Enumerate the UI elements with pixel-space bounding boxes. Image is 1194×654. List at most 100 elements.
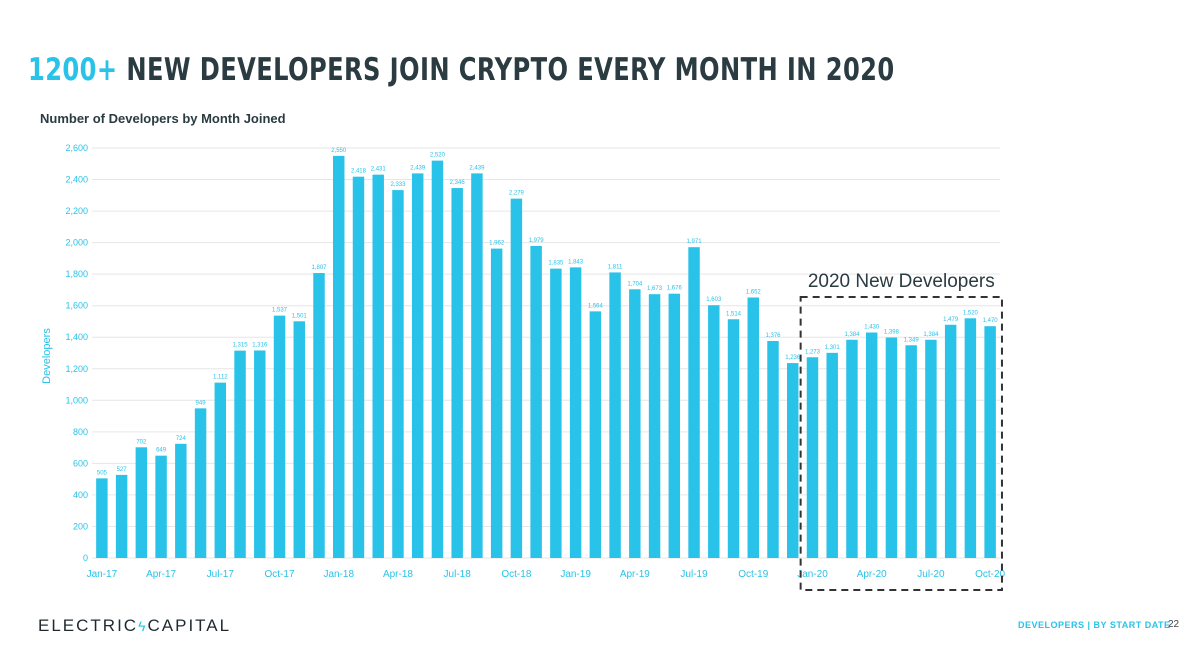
y-tick-label: 1,400 — [65, 332, 88, 342]
bars — [96, 155, 996, 559]
value-label: 1,112 — [213, 375, 228, 381]
value-label: 2,439 — [410, 165, 426, 171]
bar-mar-17 — [135, 447, 148, 558]
brand-right: CAPITAL — [147, 616, 232, 635]
y-tick-label: 1,800 — [65, 269, 88, 279]
x-tick-label: Oct-18 — [501, 569, 531, 580]
page-title: 1200+ NEW DEVELOPERS JOIN CRYPTO EVERY M… — [28, 52, 895, 88]
value-label: 1,652 — [746, 289, 762, 295]
value-label: 724 — [176, 436, 187, 442]
bar-jun-20 — [905, 345, 917, 558]
y-tick-label: 0 — [83, 553, 88, 563]
x-tick-label: Oct-19 — [738, 569, 768, 580]
y-tick-label: 1,600 — [65, 301, 88, 311]
bar-nov-18 — [530, 245, 542, 558]
bar-sep-18 — [490, 248, 503, 558]
x-tick-label: Jul-18 — [444, 569, 472, 580]
value-label: 2,439 — [469, 165, 485, 171]
value-label: 1,430 — [864, 325, 880, 331]
value-label: 1,979 — [529, 238, 545, 244]
value-label: 1,603 — [706, 297, 722, 303]
bar-sep-17 — [254, 350, 266, 558]
bar-feb-20 — [826, 352, 838, 558]
bar-may-17 — [175, 443, 187, 558]
bar-jan-18 — [333, 155, 345, 558]
y-axis-ticks: 0 200 400 600 800 1,000 1,200 1,400 1,600 1,800 2,… — [65, 143, 88, 563]
x-tick-label: Oct-20 — [975, 569, 1005, 580]
y-axis-label: Developers — [41, 328, 53, 384]
x-tick-label: Apr-17 — [146, 569, 176, 580]
value-label: 2,520 — [430, 153, 446, 159]
value-label: 1,564 — [588, 303, 604, 309]
x-tick-label: Jan-17 — [87, 569, 118, 580]
y-tick-label: 200 — [73, 521, 88, 531]
y-tick-label: 2,400 — [65, 175, 88, 185]
value-label: 1,676 — [667, 286, 683, 292]
bar-jul-18 — [451, 188, 463, 559]
value-label: 2,550 — [331, 148, 347, 154]
x-tick-label: Jul-19 — [680, 569, 708, 580]
bar-may-18 — [411, 173, 424, 558]
bar-oct-19 — [747, 297, 759, 558]
value-label: 1,236 — [785, 355, 801, 361]
value-label: 649 — [156, 448, 167, 454]
value-label: 1,811 — [608, 264, 623, 270]
value-label: 505 — [97, 470, 108, 476]
value-label: 1,376 — [765, 333, 781, 339]
title-accent: 1200+ — [28, 52, 118, 88]
value-label: 702 — [136, 439, 147, 445]
value-label: 1,349 — [904, 337, 920, 343]
x-tick-label: Apr-19 — [620, 569, 650, 580]
bar-mar-19 — [609, 272, 621, 558]
value-label: 1,704 — [627, 281, 643, 287]
x-tick-label: Oct-17 — [265, 569, 295, 580]
value-label: 2,333 — [390, 182, 406, 188]
x-tick-label: Apr-18 — [383, 569, 413, 580]
value-label: 2,279 — [509, 191, 525, 197]
y-tick-label: 800 — [73, 427, 88, 437]
value-label: 2,346 — [450, 180, 466, 186]
bar-aug-17 — [234, 350, 246, 558]
value-label: 1,470 — [983, 318, 999, 324]
bar-oct-20 — [984, 326, 996, 558]
bar-jul-17 — [214, 382, 227, 558]
bar-mar-18 — [372, 174, 384, 558]
bar-feb-17 — [115, 474, 128, 558]
value-label: 2,418 — [351, 169, 367, 175]
annotations: 2020 New Developers — [799, 271, 1003, 591]
value-label: 1,835 — [548, 261, 564, 267]
value-label: 949 — [196, 400, 207, 406]
bar-oct-18 — [510, 198, 523, 558]
bar-aug-19 — [708, 305, 720, 558]
value-label: 1,843 — [568, 259, 584, 265]
annotation-box — [799, 296, 1003, 591]
y-tick-label: 1,000 — [65, 395, 88, 405]
value-label: 1,537 — [272, 308, 288, 314]
bar-nov-19 — [767, 341, 779, 558]
bar-sep-20 — [964, 318, 977, 558]
bar-may-19 — [648, 294, 661, 558]
title-rest: NEW DEVELOPERS JOIN CRYPTO EVERY MONTH I… — [126, 52, 895, 88]
bar-dec-19 — [787, 363, 799, 558]
x-tick-label: Jan-20 — [797, 569, 828, 580]
bar-jun-17 — [194, 408, 207, 558]
bar-dec-18 — [550, 268, 562, 558]
bar-jun-18 — [431, 160, 444, 558]
bar-mar-20 — [846, 339, 858, 558]
x-tick-label: Apr-20 — [857, 569, 887, 580]
page-number: 22 — [1168, 619, 1180, 630]
bar-apr-18 — [392, 190, 404, 558]
bar-oct-17 — [273, 315, 286, 558]
y-tick-label: 600 — [73, 458, 88, 468]
y-tick-label: 1,200 — [65, 364, 88, 374]
value-labels: 505 527 702 649 724 949 1,112 1,315 1,316 1,537 1,… — [97, 148, 998, 476]
value-label: 1,301 — [825, 345, 841, 351]
bar-feb-18 — [352, 176, 365, 558]
brand-left: ELECTRIC — [38, 616, 139, 635]
value-label: 527 — [117, 467, 128, 473]
value-label: 1,520 — [963, 310, 979, 316]
bar-jan-19 — [569, 267, 582, 558]
bar-jun-19 — [668, 293, 681, 558]
bar-sep-19 — [727, 319, 740, 558]
